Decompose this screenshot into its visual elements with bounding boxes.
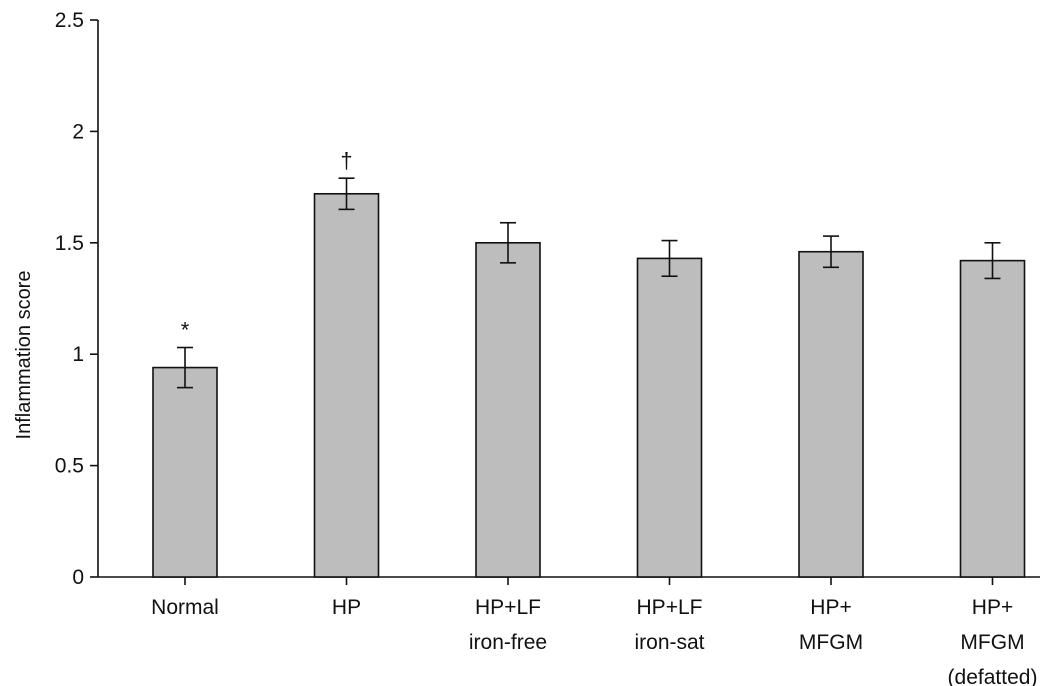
bar [798, 250, 864, 578]
x-tick-label: Normal [151, 596, 219, 619]
x-tick-label-line: HP+ [972, 596, 1013, 619]
bar [152, 366, 218, 578]
y-tick-label: 1.5 [55, 232, 84, 255]
bar [636, 257, 703, 578]
x-tick-label-line: MFGM [960, 631, 1024, 654]
y-tick-label: 0 [72, 566, 84, 589]
significance-marker: † [340, 148, 352, 173]
bars: *† [152, 148, 1026, 578]
x-tick-label: HP+ MFGM (defatted) [948, 596, 1038, 686]
y-tick-label: 2 [72, 120, 84, 143]
y-axis-label: Inflammation score [13, 271, 35, 440]
y-tick-label: 0.5 [55, 455, 84, 478]
y-axis: 0 0.5 1 1.5 2 2.5 [55, 9, 99, 589]
bar [959, 259, 1026, 578]
x-axis: Normal HP HP+LF iron-free HP+LF iron-sat HP+ MF… [98, 576, 1040, 686]
bar [313, 192, 380, 578]
x-tick-label-line: iron-free [469, 631, 547, 654]
y-tick-label: 2.5 [55, 9, 84, 32]
x-tick-label: HP+ MFGM [799, 596, 863, 654]
x-tick-label-line: iron-sat [634, 631, 704, 654]
x-tick-label: HP [332, 596, 361, 619]
x-tick-label-line: HP+LF [475, 596, 541, 619]
x-tick-label-line: HP+ [810, 596, 851, 619]
x-tick-label-line: (defatted) [948, 666, 1038, 686]
y-tick-label: 1 [72, 343, 84, 366]
x-tick-label-line: MFGM [799, 631, 863, 654]
bar [475, 242, 541, 578]
x-tick-label: HP+LF iron-sat [634, 596, 704, 654]
significance-marker: * [181, 318, 190, 343]
x-tick-label-line: HP [332, 596, 361, 619]
x-tick-label: HP+LF iron-free [469, 596, 547, 654]
x-tick-label-line: HP+LF [637, 596, 703, 619]
x-tick-label-line: Normal [151, 596, 219, 619]
